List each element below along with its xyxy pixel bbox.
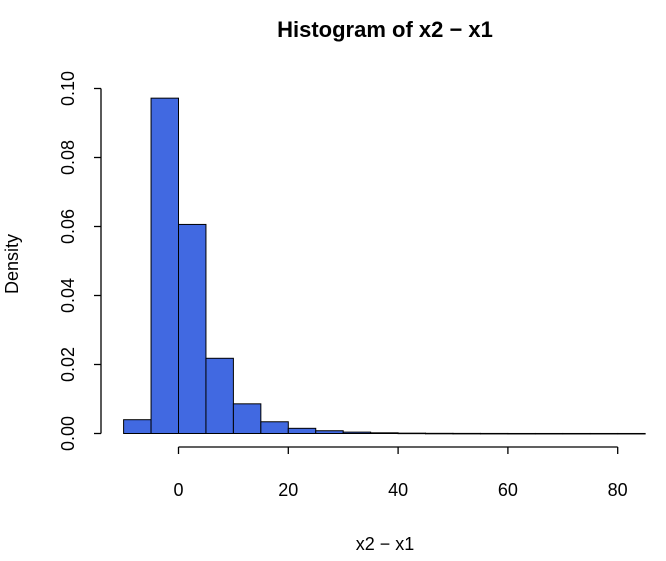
- histogram-bar: [205, 357, 234, 435]
- histogram-bar: [315, 430, 344, 434]
- y-tick-label: 0.08: [58, 140, 78, 175]
- x-axis: 0 20 40 60 80: [173, 446, 628, 500]
- histogram-bar: [123, 419, 152, 435]
- histogram-bar: [178, 223, 207, 434]
- chart-title: Histogram of x2 − x1: [277, 17, 493, 42]
- histogram-bar: [370, 432, 399, 434]
- x-tick-label: 80: [608, 480, 628, 500]
- histogram-bar: [232, 403, 262, 434]
- y-tick-label: 0.10: [58, 71, 78, 106]
- bars-group: [123, 97, 646, 435]
- y-tick-label: 0.04: [58, 278, 78, 313]
- histogram-bar: [507, 432, 536, 435]
- histogram-bar: [534, 432, 564, 435]
- histogram-bar: [452, 432, 481, 435]
- y-axis: 0.00 0.02 0.04 0.06 0.08 0.10: [58, 71, 102, 451]
- histogram-bar: [562, 432, 591, 435]
- x-tick-label: 20: [278, 480, 298, 500]
- y-tick-label: 0.00: [58, 416, 78, 451]
- histogram-bar: [479, 432, 509, 435]
- y-tick-label: 0.02: [58, 347, 78, 382]
- y-axis-label: Density: [2, 234, 22, 294]
- histogram-bar: [589, 432, 619, 435]
- x-tick-label: 0: [173, 480, 183, 500]
- x-axis-label: x2 − x1: [356, 534, 415, 554]
- histogram-bar: [287, 427, 317, 435]
- x-tick-label: 40: [388, 480, 408, 500]
- histogram-bar: [397, 432, 427, 435]
- x-tick-label: 60: [498, 480, 518, 500]
- histogram-bar: [617, 432, 646, 435]
- histogram-bar: [425, 432, 454, 435]
- y-tick-label: 0.06: [58, 209, 78, 244]
- histogram-bar: [342, 431, 372, 434]
- histogram-bar: [260, 421, 289, 434]
- histogram-bar: [150, 97, 180, 434]
